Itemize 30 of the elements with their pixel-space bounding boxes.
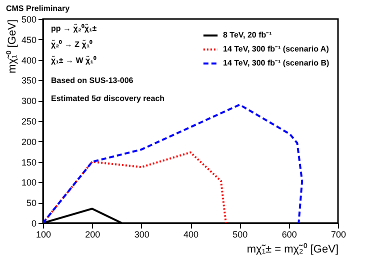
annotation: χ̃₁± → W χ̃₁⁰ <box>51 55 96 65</box>
legend-label: 14 TeV, 300 fb⁻¹ (scenario A) <box>223 44 330 54</box>
x-axis-title: mχ̃₁± = mχ̃₂⁰ [GeV] <box>246 242 338 256</box>
y-tick-label: 300 <box>21 96 36 106</box>
y-tick-label: 500 <box>21 14 36 24</box>
x-tick-label: 100 <box>36 230 52 240</box>
line-series <box>43 104 304 223</box>
y-tick-label: 450 <box>21 34 36 45</box>
legend-label: 8 TeV, 20 fb⁻¹ <box>223 30 272 40</box>
x-tick-label: 200 <box>85 230 100 240</box>
x-tick-label: 400 <box>183 230 199 240</box>
x-tick-label: 300 <box>134 230 150 240</box>
annotation: Estimated 5σ discovery reach <box>51 94 165 103</box>
x-tick-label: 700 <box>330 230 346 240</box>
y-axis-title: mχ̃₁⁰ [GeV] <box>5 20 18 74</box>
y-tick-label: 0 <box>31 218 36 228</box>
y-tick-label: 100 <box>21 178 36 188</box>
annotation: Based on SUS-13-006 <box>51 76 134 85</box>
y-tick-label: 250 <box>21 116 36 126</box>
y-tick-label: 150 <box>21 157 36 168</box>
y-tick-label: 50 <box>26 198 36 208</box>
legend-label: 14 TeV, 300 fb⁻¹ (scenario B) <box>223 58 330 68</box>
chart-title: CMS Preliminary <box>6 4 70 13</box>
x-tick-label: 500 <box>232 230 248 240</box>
annotation: pp → χ̃₂⁰χ̃₁± <box>51 23 98 33</box>
x-tick-label: 600 <box>282 230 297 240</box>
y-tick-label: 350 <box>21 76 36 86</box>
y-tick-label: 400 <box>21 55 36 66</box>
y-tick-label: 200 <box>21 136 36 147</box>
annotation: χ̃₂⁰ → Z χ̃₁⁰ <box>51 39 93 49</box>
